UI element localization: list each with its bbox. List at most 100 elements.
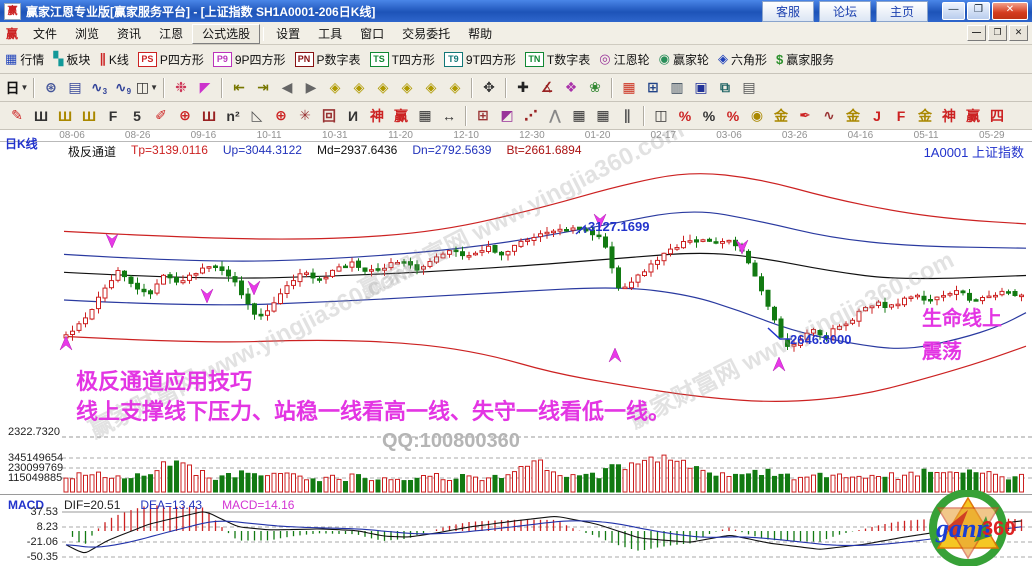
brain-icon[interactable]: ❀ [589, 79, 601, 95]
comb-red-icon[interactable]: Ш [201, 107, 217, 124]
period-day-icon[interactable]: 日 ▼ [5, 79, 29, 96]
gold-angle-icon[interactable]: 金 [846, 107, 860, 124]
n-square-icon[interactable]: n² [226, 107, 240, 124]
menu-item-8[interactable]: 交易委托 [402, 26, 451, 41]
toolbar-button-winner-wheel[interactable]: ◉ 赢家轮 [659, 51, 709, 68]
crosshair-icon[interactable]: ✚ [517, 79, 529, 95]
toolbar-button-t-table[interactable]: TN T数字表 [524, 51, 590, 68]
menu-item-3[interactable]: 江恩 [159, 26, 184, 41]
bars-tool-icon[interactable]: ◫ [654, 107, 668, 123]
shen-angle-icon[interactable]: 神 [942, 107, 956, 124]
notebook-icon[interactable]: ▥ [670, 79, 684, 95]
next-page-icon[interactable]: ▶ [305, 79, 317, 95]
grid-123-icon[interactable]: ▦ [418, 107, 432, 123]
copy-icon[interactable]: ⧉ [720, 79, 730, 95]
child-close-button[interactable]: ✕ [1009, 25, 1028, 41]
menu-item-6[interactable]: 工具 [318, 26, 343, 41]
toolbar-button-quotes[interactable]: ▦ 行情 [5, 51, 44, 68]
toolbar-button-winner-service[interactable]: $ 赢家服务 [776, 51, 834, 68]
five-tool-icon[interactable]: 5 [133, 107, 141, 124]
print-icon[interactable]: ▤ [742, 79, 756, 95]
diamond-plus-icon[interactable]: ◈ [425, 79, 437, 95]
menu-item-1[interactable]: 浏览 [75, 26, 100, 41]
child-restore-button[interactable]: ❐ [988, 25, 1007, 41]
menu-item-9[interactable]: 帮助 [468, 26, 493, 41]
gold2-angle-icon[interactable]: 金 [918, 107, 932, 124]
first-page-icon[interactable]: ⇤ [233, 79, 245, 95]
f-angle-icon[interactable]: F [896, 107, 906, 124]
chart-canvas[interactable] [0, 130, 1032, 566]
toolbar-button-t-square[interactable]: TS T四方形 [369, 51, 435, 68]
last-page-icon[interactable]: ⇥ [257, 79, 269, 95]
prev-page-icon[interactable]: ◀ [281, 79, 293, 95]
hand-icon[interactable]: ✥ [483, 79, 495, 95]
menu-item-4[interactable]: 公式选股 [192, 23, 261, 44]
diamond-left-icon[interactable]: ◈ [329, 79, 341, 95]
info-list-icon[interactable]: ▤ [68, 79, 82, 95]
toolbar-button-gann-wheel[interactable]: ◎ 江恩轮 [599, 51, 649, 68]
toolbar-button-9t-square[interactable]: T9 9T四方形 [443, 51, 516, 68]
toolbar-button-p-square[interactable]: PS P四方形 [137, 51, 204, 68]
diamond-right-icon[interactable]: ◈ [353, 79, 365, 95]
homepage-button[interactable]: 主页 [875, 0, 928, 22]
diamond-x-icon[interactable]: ◈ [401, 79, 413, 95]
toolbar-button-sectors[interactable]: ▚ 板块 [53, 51, 90, 68]
ink-pen-icon[interactable]: ✒ [799, 107, 811, 123]
wave-a-icon[interactable]: ∿ [823, 107, 835, 123]
wave-mark-icon[interactable]: И [347, 107, 359, 124]
maximize-button[interactable]: ❐ [967, 2, 990, 20]
diamond-h-icon[interactable]: ◈ [377, 79, 389, 95]
wave-3-icon[interactable]: ∿ 3 [90, 79, 108, 96]
fan-lines-icon[interactable]: ⋰ [524, 107, 538, 123]
gann-box-icon[interactable]: ❖ [564, 79, 578, 95]
color-flag-icon[interactable]: ◤ [199, 79, 211, 95]
f-grid-icon[interactable]: F [108, 107, 118, 124]
minimize-button[interactable]: — [942, 2, 965, 20]
forum-button[interactable]: 论坛 [818, 0, 871, 22]
width-arrows-icon[interactable]: ↔ [442, 107, 456, 124]
candle-style-icon[interactable]: ◫ ▼ [135, 79, 159, 95]
rocket-icon[interactable]: ✐ [155, 107, 167, 123]
shade-fan-icon[interactable]: ◩ [500, 107, 514, 123]
shen-tool-icon[interactable]: 神 [370, 107, 384, 124]
chan-tool-icon[interactable]: ❉ [175, 79, 187, 95]
customer-service-button[interactable]: 客服 [761, 0, 814, 22]
diamond-all-icon[interactable]: ◈ [449, 79, 461, 95]
indicator-name[interactable]: 极反通道 [68, 145, 117, 159]
pane-separator[interactable] [0, 494, 1032, 498]
gold-grid-2-icon[interactable]: Ш [81, 107, 97, 124]
pct-icon[interactable]: % [702, 107, 716, 124]
close-button[interactable]: ✕ [992, 2, 1028, 20]
toolbar-button-kline[interactable]: ∥ K线 [99, 51, 129, 68]
zigzag-icon[interactable]: ⋀ [549, 107, 561, 123]
child-minimize-button[interactable]: — [967, 25, 986, 41]
menu-item-2[interactable]: 资讯 [117, 26, 142, 41]
brush-icon[interactable]: ✎ [11, 107, 23, 123]
gann-frame-icon[interactable]: ⊞ [477, 107, 489, 123]
grid-b-icon[interactable]: ▦ [596, 107, 610, 123]
j-angle-icon[interactable]: J [873, 107, 881, 124]
toolbar-button-hexagon[interactable]: ◈ 六角形 [718, 51, 767, 68]
menu-item-0[interactable]: 文件 [33, 26, 58, 41]
gold-circle-icon[interactable]: ◉ [750, 107, 764, 123]
macd-label[interactable]: MACD [8, 498, 44, 512]
gann-grid-icon[interactable]: Ш [33, 107, 49, 124]
menu-item-5[interactable]: 设置 [276, 26, 301, 41]
grid-a-icon[interactable]: ▦ [572, 107, 586, 123]
calculator-icon[interactable]: ⊞ [647, 79, 659, 95]
pct-red-icon[interactable]: % [678, 107, 692, 124]
save-icon[interactable]: ▣ [694, 79, 708, 95]
toolbar-button-p-table[interactable]: PN P数字表 [294, 51, 361, 68]
network-icon[interactable]: ⊛ [45, 79, 57, 95]
spiderweb-icon[interactable]: ✳ [299, 107, 311, 123]
compass-icon[interactable]: ⊕ [275, 107, 287, 123]
si-angle-icon[interactable]: 四 [990, 107, 1004, 124]
toolbar-button-9p-square[interactable]: P9 9P四方形 [212, 51, 286, 68]
angle-measure-icon[interactable]: ∡ [540, 79, 554, 95]
calendar-icon[interactable]: ▦ [622, 79, 636, 95]
ying-tool-icon[interactable]: 赢 [394, 107, 408, 124]
gold-lines-icon[interactable]: 金 [774, 107, 788, 124]
ying-angle-icon[interactable]: 赢 [966, 107, 980, 124]
square-spiral-icon[interactable]: 回 [322, 107, 336, 124]
menu-item-7[interactable]: 窗口 [360, 26, 385, 41]
